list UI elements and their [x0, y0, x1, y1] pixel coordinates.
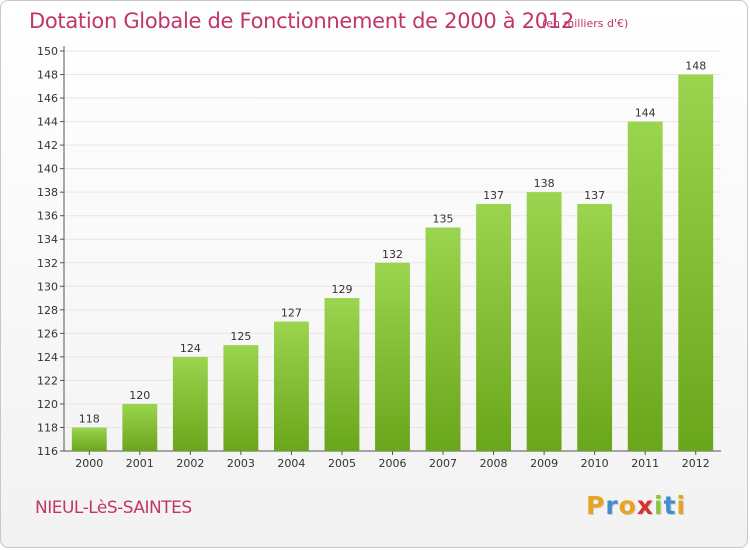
y-tick-label: 140	[37, 163, 58, 176]
logo-letter: x	[636, 491, 654, 520]
bar-value-label: 129	[331, 283, 352, 296]
bar	[223, 345, 259, 451]
bar	[172, 356, 208, 451]
x-tick-label: 2012	[682, 457, 710, 470]
y-tick-label: 130	[37, 280, 58, 293]
logo-letter: i	[676, 491, 687, 520]
bar-value-label: 127	[281, 307, 302, 320]
bar-value-label: 132	[382, 248, 403, 261]
x-tick-label: 2011	[631, 457, 659, 470]
logo-letter: t	[663, 491, 677, 520]
x-tick-label: 2005	[328, 457, 356, 470]
y-tick-label: 122	[37, 374, 58, 387]
bar	[273, 321, 309, 451]
y-tick-label: 124	[37, 351, 58, 364]
bar	[375, 262, 410, 451]
x-tick-label: 2010	[581, 457, 609, 470]
y-tick-label: 132	[37, 257, 58, 270]
y-tick-label: 126	[37, 327, 58, 340]
bar	[476, 203, 512, 451]
y-tick-label: 118	[37, 421, 58, 434]
bar-value-label: 125	[230, 330, 251, 343]
x-tick-label: 2000	[75, 457, 103, 470]
y-tick-label: 128	[37, 304, 58, 317]
bar	[122, 403, 158, 451]
bar-value-label: 137	[483, 189, 504, 202]
chart-title: Dotation Globale de Fonctionnement de 20…	[29, 9, 574, 33]
bar-value-label: 124	[180, 342, 201, 355]
y-tick-label: 120	[37, 398, 58, 411]
bar	[627, 121, 663, 452]
bar	[71, 427, 107, 451]
x-tick-label: 2001	[126, 457, 154, 470]
y-tick-label: 144	[37, 116, 58, 129]
bars	[71, 74, 714, 452]
y-tick-label: 150	[37, 45, 58, 58]
logo-letter: o	[618, 491, 637, 520]
value-labels: 118 120 124 125 127 129 132 135 137 138 137 144 148	[79, 60, 706, 426]
bar-value-label: 144	[635, 107, 656, 120]
proxiti-logo[interactable]: Proxiti	[586, 491, 686, 520]
bar-value-label: 120	[129, 389, 150, 402]
y-tick-label: 138	[37, 186, 58, 199]
x-tick-label: 2002	[176, 457, 204, 470]
bar-value-label: 118	[79, 412, 100, 425]
bar	[678, 74, 714, 451]
bar-value-label: 138	[534, 177, 555, 190]
y-tick-label: 142	[37, 139, 58, 152]
bar	[425, 227, 461, 451]
y-tick-label: 136	[37, 210, 58, 223]
logo-letter: r	[605, 491, 619, 520]
y-tick-label: 148	[37, 69, 58, 82]
bar	[324, 298, 360, 451]
bar	[526, 192, 562, 452]
bar-value-label: 137	[584, 189, 605, 202]
bar	[577, 203, 613, 451]
bar-value-label: 135	[433, 212, 454, 225]
y-tick-label: 134	[37, 233, 58, 246]
x-tick-label: 2007	[429, 457, 457, 470]
commune-name: NIEUL-LèS-SAINTES	[35, 498, 192, 518]
x-tick-label: 2009	[530, 457, 558, 470]
logo-letter: i	[654, 491, 664, 520]
x-tick-label: 2003	[227, 457, 255, 470]
y-tick-label: 146	[37, 92, 58, 105]
logo-letter: P	[586, 491, 606, 520]
x-tick-label: 2006	[379, 457, 407, 470]
chart-unit: (en milliers d'€)	[542, 17, 629, 30]
y-tick-label: 116	[37, 445, 58, 458]
x-tick-label: 2004	[277, 457, 305, 470]
bar-value-label: 148	[685, 60, 706, 73]
x-tick-label: 2008	[480, 457, 508, 470]
